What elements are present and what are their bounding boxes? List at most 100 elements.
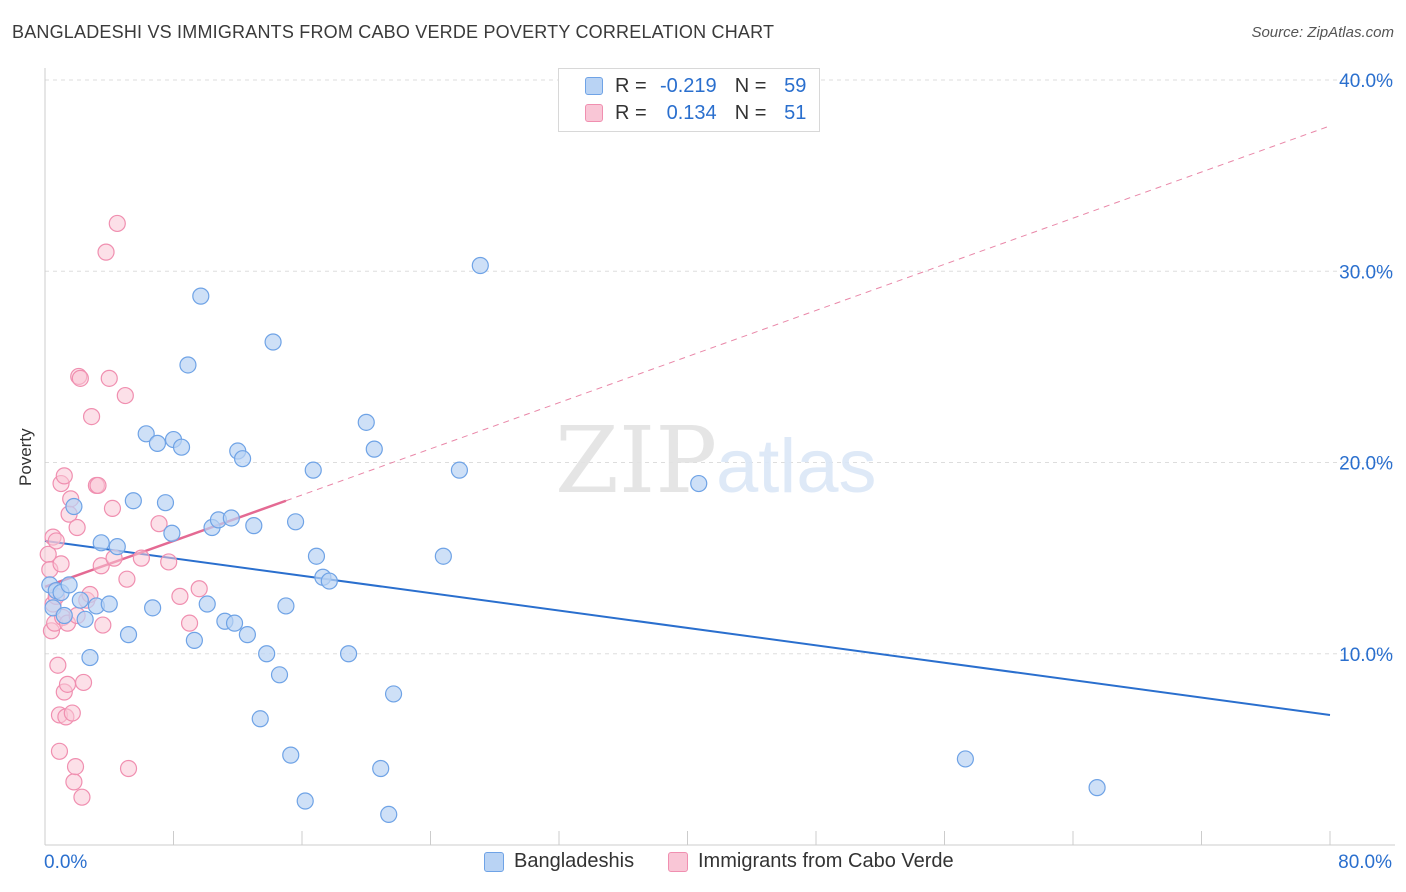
point-bangladeshi	[81, 648, 99, 667]
legend-row-bangladeshis: R = -0.219 N = 59	[585, 73, 806, 99]
legend-r-value: -0.219	[659, 74, 717, 97]
legend-r-label: R =	[615, 74, 647, 97]
point-bangladeshi	[304, 461, 322, 479]
point-bangladeshi	[270, 666, 289, 684]
point-bangladeshi	[365, 440, 383, 458]
series-bangladeshis-points	[41, 256, 1106, 824]
point-bangladeshi	[434, 547, 452, 565]
point-bangladeshi	[307, 547, 326, 565]
point-cabo-verde	[132, 549, 150, 567]
point-bangladeshi	[172, 438, 191, 456]
point-bangladeshi	[108, 538, 126, 556]
point-bangladeshi	[320, 572, 338, 590]
point-bangladeshi	[690, 474, 708, 493]
point-bangladeshi	[264, 333, 282, 351]
point-cabo-verde	[97, 243, 115, 261]
point-bangladeshi	[245, 517, 263, 535]
legend-item-bangladeshis[interactable]: Bangladeshis	[484, 850, 634, 873]
point-bangladeshi	[450, 461, 469, 479]
point-bangladeshi	[956, 750, 974, 768]
point-bangladeshi	[251, 710, 269, 728]
point-bangladeshi	[372, 759, 390, 778]
point-bangladeshi	[60, 576, 78, 594]
legend-n-value: 59	[784, 74, 807, 97]
legend-label: Immigrants from Cabo Verde	[698, 850, 954, 872]
point-bangladeshi	[92, 534, 110, 552]
point-cabo-verde	[63, 704, 81, 722]
y-tick-labels: 10.0% 20.0% 30.0% 40.0%	[1339, 71, 1393, 666]
legend-item-cabo-verde[interactable]: Immigrants from Cabo Verde	[668, 850, 954, 873]
point-cabo-verde	[108, 214, 126, 233]
point-cabo-verde	[58, 675, 77, 693]
point-bangladeshi	[119, 626, 138, 644]
series-cabo-verde-points	[39, 214, 208, 806]
point-cabo-verde	[160, 553, 178, 571]
point-bangladeshi	[277, 597, 295, 615]
watermark: ZIP atlas	[555, 407, 877, 514]
point-cabo-verde	[118, 570, 136, 588]
watermark-zip: ZIP	[555, 407, 717, 514]
point-bangladeshi	[296, 792, 314, 810]
point-cabo-verde	[119, 759, 138, 778]
point-bangladeshi	[339, 645, 358, 663]
series-legend: Bangladeshis Immigrants from Cabo Verde	[0, 850, 1406, 880]
point-bangladeshi	[198, 595, 216, 613]
point-bangladeshi	[55, 606, 73, 625]
point-bangladeshi	[380, 805, 398, 824]
y-tick-label: 40.0%	[1339, 71, 1393, 92]
y-tick-label: 10.0%	[1339, 645, 1393, 666]
point-bangladeshi	[225, 614, 244, 632]
legend-swatch-blue	[484, 851, 504, 872]
legend-n-label: N =	[734, 74, 767, 97]
stats-legend: R = -0.219 N = 59 R = 0.134 N = 51	[558, 68, 820, 132]
point-bangladeshi	[76, 610, 94, 628]
point-cabo-verde	[49, 656, 67, 674]
point-cabo-verde	[180, 614, 199, 632]
watermark-atlas: atlas	[716, 424, 877, 509]
point-cabo-verde	[50, 742, 69, 760]
point-cabo-verde	[100, 369, 118, 387]
legend-r-label: R =	[615, 101, 647, 124]
point-bangladeshi	[185, 631, 203, 649]
y-tick-label: 20.0%	[1339, 454, 1393, 475]
trend-line-bangladeshis	[44, 539, 1331, 716]
point-cabo-verde	[52, 555, 70, 573]
point-bangladeshi	[65, 497, 83, 516]
legend-row-cabo-verde: R = 0.134 N = 51	[585, 100, 806, 126]
point-bangladeshi	[233, 450, 252, 468]
legend-swatch-pink	[585, 104, 603, 122]
trend-lines	[44, 125, 1331, 716]
legend-r-value: 0.134	[666, 101, 717, 124]
point-cabo-verde	[71, 369, 89, 387]
point-cabo-verde	[190, 580, 208, 598]
legend-swatch-blue	[585, 77, 603, 95]
point-bangladeshi	[357, 413, 375, 431]
point-bangladeshi	[384, 685, 403, 703]
point-bangladeshi	[137, 425, 155, 443]
point-bangladeshi	[71, 591, 89, 609]
point-bangladeshi	[156, 494, 175, 512]
point-bangladeshi	[124, 492, 142, 510]
legend-label: Bangladeshis	[514, 850, 635, 872]
axes	[44, 68, 1395, 846]
y-tick-label: 30.0%	[1339, 262, 1393, 283]
legend-n-value: 51	[784, 101, 807, 124]
trend-line-cabo-verde-extrapolated	[285, 125, 1331, 502]
point-cabo-verde	[65, 773, 83, 791]
point-cabo-verde	[89, 476, 107, 495]
point-cabo-verde	[68, 518, 86, 537]
point-cabo-verde	[94, 616, 112, 634]
point-bangladeshi	[258, 645, 276, 663]
point-bangladeshi	[100, 595, 118, 613]
legend-n-label: N =	[734, 101, 767, 124]
point-bangladeshi	[471, 256, 489, 275]
point-cabo-verde	[116, 386, 134, 405]
trend-line-cabo-verde	[44, 499, 287, 588]
point-cabo-verde	[150, 515, 168, 533]
point-cabo-verde	[66, 757, 85, 776]
point-cabo-verde	[74, 673, 93, 692]
y-axis-label: Poverty	[16, 428, 35, 486]
x-tick-label-min: 0.0%	[44, 852, 88, 873]
point-bangladeshi	[1088, 779, 1106, 797]
